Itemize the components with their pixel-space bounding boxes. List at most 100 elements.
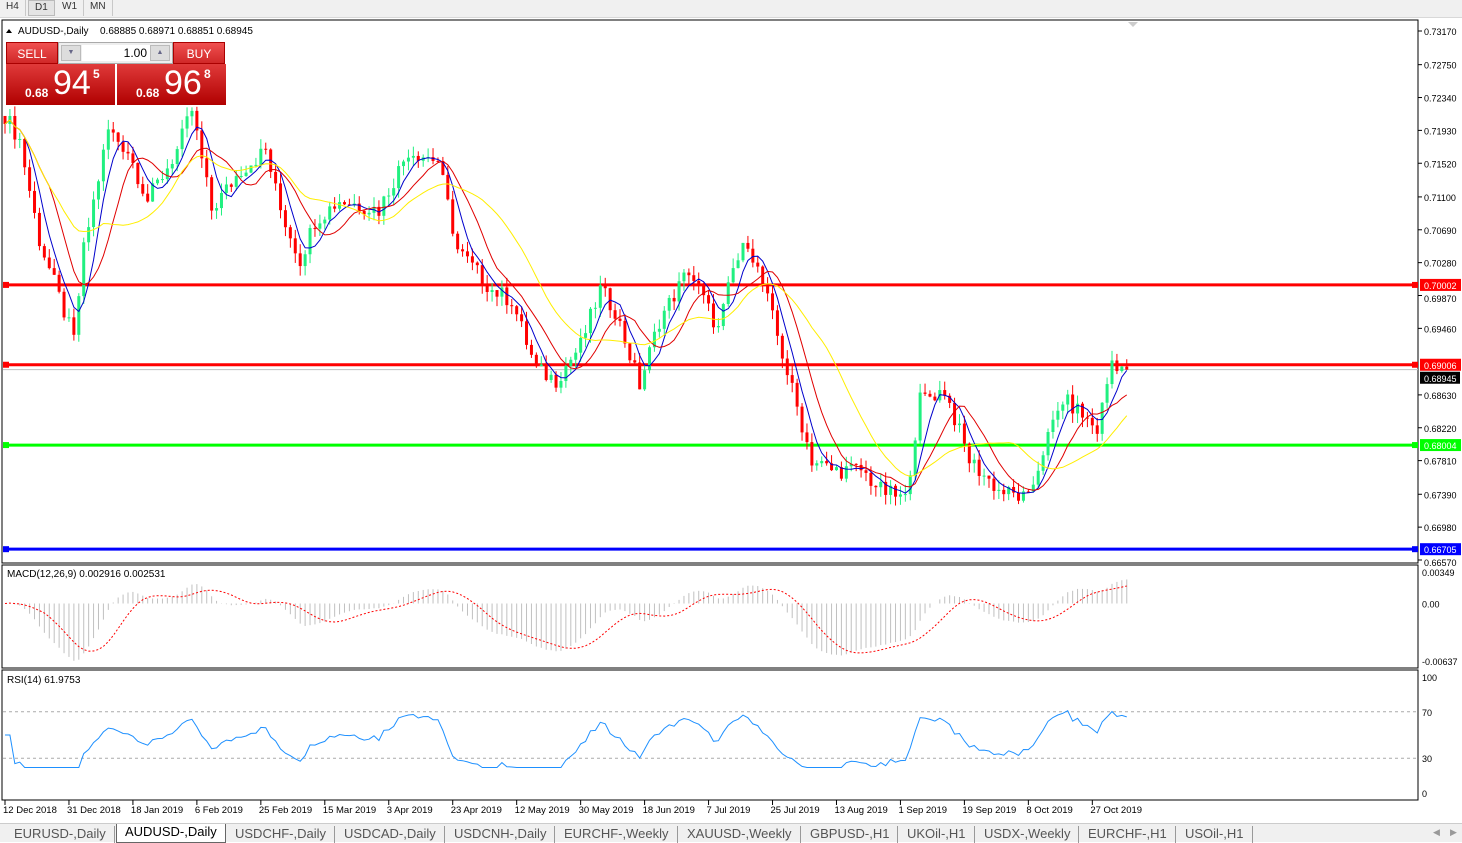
- lot-increase-icon[interactable]: ▲: [150, 45, 170, 61]
- level-handle[interactable]: [3, 281, 9, 288]
- candle-body: [643, 370, 647, 390]
- candle: [82, 237, 86, 305]
- chart-tab[interactable]: EURCHF-,Weekly: [556, 826, 678, 843]
- candle-body: [1090, 417, 1094, 426]
- candle-body: [446, 174, 450, 200]
- candle-body: [648, 347, 652, 371]
- candle: [834, 465, 838, 471]
- candle: [711, 294, 715, 334]
- tabs-scroll-left-icon[interactable]: ◀: [1433, 827, 1440, 837]
- rsi-axis-label: 30: [1422, 754, 1432, 764]
- candle-body: [761, 266, 765, 285]
- candle: [766, 277, 770, 302]
- candle-body: [756, 262, 760, 267]
- timeframe-d1[interactable]: D1: [28, 0, 55, 16]
- timeframe-h4[interactable]: H4: [0, 0, 26, 16]
- candle-body: [805, 432, 809, 443]
- candle: [441, 156, 445, 176]
- chart-tab[interactable]: USOil-,H1: [1177, 826, 1253, 843]
- chart-tab[interactable]: EURUSD-,Daily: [6, 826, 115, 843]
- chart-tab[interactable]: GBPUSD-,H1: [802, 826, 899, 843]
- candle-body: [456, 233, 460, 250]
- timeframe-mn[interactable]: MN: [84, 0, 113, 16]
- chart-tab[interactable]: USDCNH-,Daily: [446, 826, 556, 843]
- candle-body: [146, 193, 150, 202]
- candle: [215, 202, 219, 219]
- tabs-scroll-right-icon[interactable]: ▶: [1450, 827, 1457, 837]
- candle: [87, 217, 91, 251]
- chart-tab[interactable]: USDCAD-,Daily: [336, 826, 445, 843]
- candle: [1115, 353, 1119, 375]
- chart-tab[interactable]: UKOil-,H1: [899, 826, 975, 843]
- candle-body: [490, 290, 494, 292]
- sell-button[interactable]: SELL: [6, 42, 58, 64]
- chart-tab[interactable]: EURCHF-,H1: [1080, 826, 1176, 843]
- candle-body: [1110, 360, 1114, 385]
- candle: [943, 381, 947, 400]
- level-handle[interactable]: [1412, 546, 1418, 553]
- chart-tab[interactable]: AUDUSD-,Daily: [116, 824, 226, 843]
- candle: [948, 393, 952, 409]
- lot-input[interactable]: [82, 45, 150, 61]
- level-handle[interactable]: [3, 361, 9, 368]
- timeframe-w1[interactable]: W1: [56, 0, 84, 16]
- lot-decrease-icon[interactable]: ▼: [61, 45, 81, 61]
- candle: [1066, 389, 1070, 414]
- candle: [613, 303, 617, 326]
- candle: [957, 414, 961, 433]
- price-axis-label: 0.68630: [1424, 391, 1457, 401]
- level-handle[interactable]: [1412, 442, 1418, 449]
- price-axis-label: 0.71930: [1424, 126, 1457, 136]
- buy-button[interactable]: BUY: [173, 42, 225, 64]
- level-handle[interactable]: [1412, 281, 1418, 288]
- buy-price-fraction: 8: [204, 67, 211, 81]
- candle-body: [525, 321, 529, 345]
- candle-body: [141, 184, 145, 194]
- chart-tab[interactable]: USDCHF-,Daily: [227, 826, 335, 843]
- one-click-trading-panel: SELL ▼ ▲ BUY 0.68 94 5 0.68 96 8: [6, 42, 226, 105]
- candle-body: [62, 291, 66, 318]
- candle-body: [318, 223, 322, 229]
- sell-price[interactable]: 0.68 94 5: [6, 64, 115, 105]
- candle-body: [416, 155, 420, 161]
- candle-body: [382, 196, 386, 216]
- candle-body: [505, 287, 509, 306]
- level-handle[interactable]: [3, 442, 9, 449]
- candle-body: [854, 463, 858, 465]
- candle: [628, 342, 632, 364]
- candle: [549, 370, 553, 383]
- candle: [1061, 401, 1065, 420]
- candle: [461, 244, 465, 257]
- candle: [456, 231, 460, 254]
- candle: [657, 319, 661, 338]
- candle: [726, 276, 730, 307]
- candle-body: [707, 295, 711, 304]
- level-price-label: 0.66705: [1424, 545, 1457, 555]
- candle-body: [323, 219, 327, 224]
- candle: [283, 205, 287, 237]
- candle: [854, 463, 858, 472]
- level-handle[interactable]: [1412, 361, 1418, 368]
- level-handle[interactable]: [3, 546, 9, 553]
- candle: [830, 455, 834, 472]
- chart-tab[interactable]: USDX-,Weekly: [976, 826, 1080, 843]
- collapse-triangle-icon[interactable]: [6, 29, 12, 33]
- candle: [1002, 483, 1006, 502]
- candle: [229, 183, 233, 193]
- candle: [62, 288, 66, 321]
- buy-price[interactable]: 0.68 96 8: [117, 64, 226, 105]
- candle: [800, 403, 804, 441]
- candle-body: [165, 168, 169, 180]
- macd-axis-label: 0.00: [1422, 600, 1440, 610]
- candle-body: [662, 310, 666, 329]
- candle: [505, 277, 509, 314]
- candle-body: [308, 228, 312, 255]
- chart-shift-marker-icon[interactable]: [1128, 22, 1138, 27]
- candle: [333, 197, 337, 213]
- candle-body: [982, 475, 986, 477]
- price-chart[interactable]: 0.73170 0.72750 0.72340 0.71930 0.71520 0.711…: [0, 0, 1462, 822]
- chart-tab[interactable]: XAUUSD-,Weekly: [679, 826, 801, 843]
- candle: [264, 142, 268, 155]
- candle-body: [771, 293, 775, 311]
- candle: [72, 308, 76, 341]
